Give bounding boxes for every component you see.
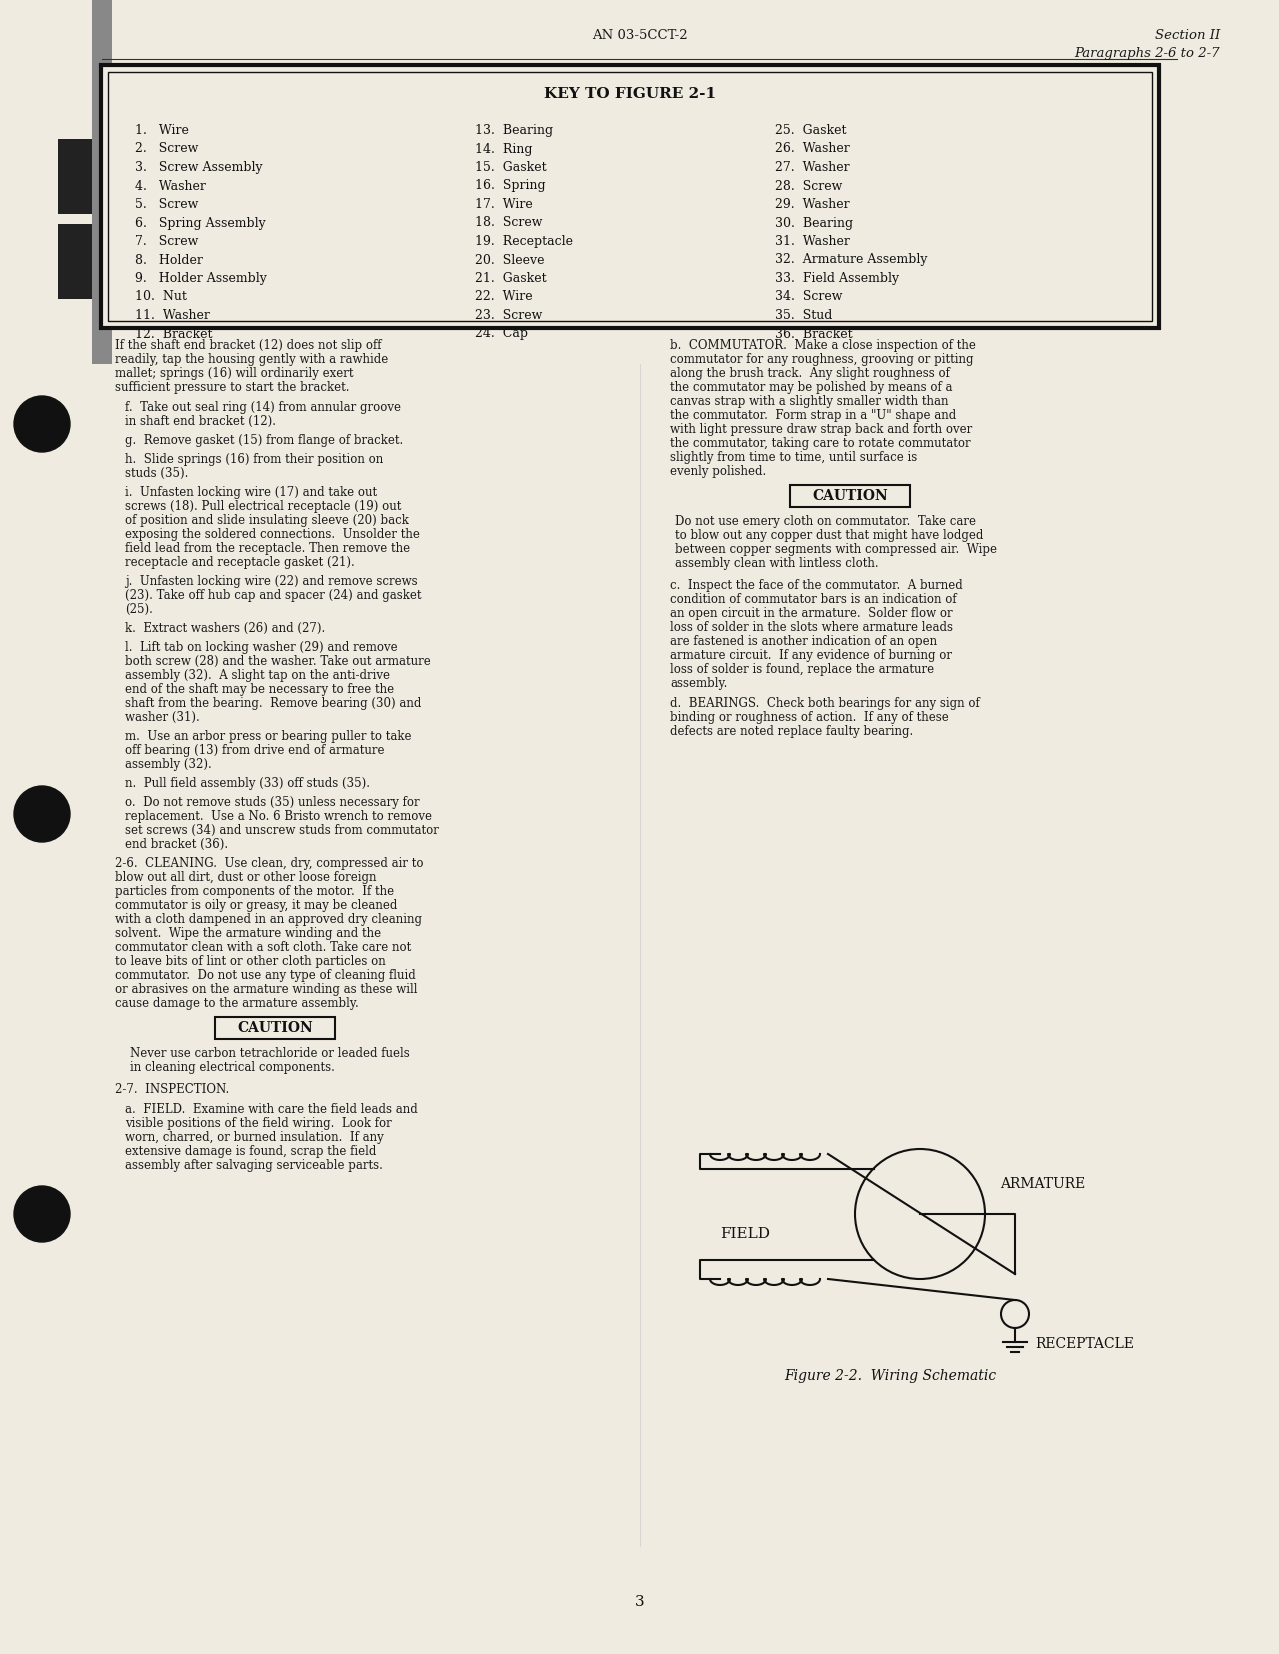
Text: CAUTION: CAUTION — [812, 490, 888, 503]
Text: 12.  Bracket: 12. Bracket — [136, 327, 212, 341]
Text: b.  COMMUTATOR.  Make a close inspection of the: b. COMMUTATOR. Make a close inspection o… — [670, 339, 976, 352]
Text: washer (31).: washer (31). — [125, 711, 200, 724]
Text: 28.  Screw: 28. Screw — [775, 180, 843, 192]
Text: n.  Pull field assembly (33) off studs (35).: n. Pull field assembly (33) off studs (3… — [125, 777, 370, 791]
Text: 19.  Receptacle: 19. Receptacle — [475, 235, 573, 248]
Text: m.  Use an arbor press or bearing puller to take: m. Use an arbor press or bearing puller … — [125, 729, 412, 743]
Text: 17.  Wire: 17. Wire — [475, 198, 533, 212]
Text: assembly (32).  A slight tap on the anti-drive: assembly (32). A slight tap on the anti-… — [125, 668, 390, 681]
Text: commutator is oily or greasy, it may be cleaned: commutator is oily or greasy, it may be … — [115, 900, 398, 911]
Text: AN 03-5CCT-2: AN 03-5CCT-2 — [592, 30, 688, 41]
Text: 23.  Screw: 23. Screw — [475, 309, 542, 323]
Text: canvas strap with a slightly smaller width than: canvas strap with a slightly smaller wid… — [670, 395, 949, 409]
Text: blow out all dirt, dust or other loose foreign: blow out all dirt, dust or other loose f… — [115, 872, 376, 883]
Text: readily, tap the housing gently with a rawhide: readily, tap the housing gently with a r… — [115, 352, 389, 366]
Text: 26.  Washer: 26. Washer — [775, 142, 849, 155]
Text: studs (35).: studs (35). — [125, 466, 188, 480]
Text: assembly clean with lintless cloth.: assembly clean with lintless cloth. — [675, 557, 879, 571]
Text: 2-7.  INSPECTION.: 2-7. INSPECTION. — [115, 1083, 229, 1097]
Text: 9.   Holder Assembly: 9. Holder Assembly — [136, 271, 267, 284]
Text: 36.  Bracket: 36. Bracket — [775, 327, 853, 341]
Text: 6.   Spring Assembly: 6. Spring Assembly — [136, 217, 266, 230]
Bar — [107, 73, 1152, 321]
Text: 14.  Ring: 14. Ring — [475, 142, 532, 155]
Text: 34.  Screw: 34. Screw — [775, 291, 843, 303]
Text: assembly.: assembly. — [670, 676, 728, 690]
Text: 33.  Field Assembly: 33. Field Assembly — [775, 271, 899, 284]
Text: binding or roughness of action.  If any of these: binding or roughness of action. If any o… — [670, 711, 949, 724]
Text: the commutator may be polished by means of a: the commutator may be polished by means … — [670, 380, 953, 394]
Text: end of the shaft may be necessary to free the: end of the shaft may be necessary to fre… — [125, 683, 394, 696]
Bar — [92, 0, 113, 364]
Text: end bracket (36).: end bracket (36). — [125, 839, 228, 852]
Text: visible positions of the field wiring.  Look for: visible positions of the field wiring. L… — [125, 1116, 391, 1130]
Text: assembly after salvaging serviceable parts.: assembly after salvaging serviceable par… — [125, 1159, 382, 1173]
Text: 31.  Washer: 31. Washer — [775, 235, 849, 248]
Text: assembly (32).: assembly (32). — [125, 758, 212, 771]
Text: 1.   Wire: 1. Wire — [136, 124, 189, 137]
Text: Paragraphs 2-6 to 2-7: Paragraphs 2-6 to 2-7 — [1074, 46, 1220, 60]
Text: RECEPTACLE: RECEPTACLE — [1035, 1336, 1134, 1351]
Text: cause damage to the armature assembly.: cause damage to the armature assembly. — [115, 997, 358, 1011]
Text: If the shaft end bracket (12) does not slip off: If the shaft end bracket (12) does not s… — [115, 339, 381, 352]
Text: 18.  Screw: 18. Screw — [475, 217, 542, 230]
Text: Never use carbon tetrachloride or leaded fuels: Never use carbon tetrachloride or leaded… — [130, 1047, 409, 1060]
Text: the commutator.  Form strap in a "U" shape and: the commutator. Form strap in a "U" shap… — [670, 409, 957, 422]
Text: 20.  Sleeve: 20. Sleeve — [475, 253, 545, 266]
Text: 2-6.  CLEANING.  Use clean, dry, compressed air to: 2-6. CLEANING. Use clean, dry, compresse… — [115, 857, 423, 870]
Text: are fastened is another indication of an open: are fastened is another indication of an… — [670, 635, 938, 648]
Text: extensive damage is found, scrap the field: extensive damage is found, scrap the fie… — [125, 1145, 376, 1158]
Text: c.  Inspect the face of the commutator.  A burned: c. Inspect the face of the commutator. A… — [670, 579, 963, 592]
Text: i.  Unfasten locking wire (17) and take out: i. Unfasten locking wire (17) and take o… — [125, 486, 377, 500]
Text: 35.  Stud: 35. Stud — [775, 309, 833, 323]
Text: in shaft end bracket (12).: in shaft end bracket (12). — [125, 415, 276, 428]
Text: FIELD: FIELD — [720, 1227, 770, 1240]
Text: 24.  Cap: 24. Cap — [475, 327, 528, 341]
Text: the commutator, taking care to rotate commutator: the commutator, taking care to rotate co… — [670, 437, 971, 450]
Text: sufficient pressure to start the bracket.: sufficient pressure to start the bracket… — [115, 380, 349, 394]
Text: an open circuit in the armature.  Solder flow or: an open circuit in the armature. Solder … — [670, 607, 953, 620]
Text: 32.  Armature Assembly: 32. Armature Assembly — [775, 253, 927, 266]
Text: slightly from time to time, until surface is: slightly from time to time, until surfac… — [670, 452, 917, 465]
Text: 8.   Holder: 8. Holder — [136, 253, 203, 266]
Text: o.  Do not remove studs (35) unless necessary for: o. Do not remove studs (35) unless neces… — [125, 796, 420, 809]
Text: 21.  Gasket: 21. Gasket — [475, 271, 546, 284]
Text: 5.   Screw: 5. Screw — [136, 198, 198, 212]
Text: in cleaning electrical components.: in cleaning electrical components. — [130, 1060, 335, 1073]
Text: loss of solder in the slots where armature leads: loss of solder in the slots where armatu… — [670, 620, 953, 633]
Text: loss of solder is found, replace the armature: loss of solder is found, replace the arm… — [670, 663, 934, 676]
Text: 27.  Washer: 27. Washer — [775, 160, 849, 174]
Text: (23). Take off hub cap and spacer (24) and gasket: (23). Take off hub cap and spacer (24) a… — [125, 589, 422, 602]
Text: Section II: Section II — [1155, 30, 1220, 41]
Text: between copper segments with compressed air.  Wipe: between copper segments with compressed … — [675, 543, 998, 556]
Text: commutator.  Do not use any type of cleaning fluid: commutator. Do not use any type of clean… — [115, 969, 416, 982]
Text: h.  Slide springs (16) from their position on: h. Slide springs (16) from their positio… — [125, 453, 384, 466]
Text: ARMATURE: ARMATURE — [1000, 1178, 1086, 1191]
Text: CAUTION: CAUTION — [237, 1021, 313, 1035]
Text: (25).: (25). — [125, 604, 153, 615]
Text: l.  Lift tab on locking washer (29) and remove: l. Lift tab on locking washer (29) and r… — [125, 642, 398, 653]
Bar — [58, 223, 113, 299]
Text: 3.   Screw Assembly: 3. Screw Assembly — [136, 160, 262, 174]
Text: evenly polished.: evenly polished. — [670, 465, 766, 478]
Circle shape — [14, 786, 70, 842]
Text: 16.  Spring: 16. Spring — [475, 180, 546, 192]
Text: particles from components of the motor.  If the: particles from components of the motor. … — [115, 885, 394, 898]
Text: receptacle and receptacle gasket (21).: receptacle and receptacle gasket (21). — [125, 556, 354, 569]
Text: 7.   Screw: 7. Screw — [136, 235, 198, 248]
Text: shaft from the bearing.  Remove bearing (30) and: shaft from the bearing. Remove bearing (… — [125, 696, 421, 710]
Text: screws (18). Pull electrical receptacle (19) out: screws (18). Pull electrical receptacle … — [125, 500, 402, 513]
Text: commutator clean with a soft cloth. Take care not: commutator clean with a soft cloth. Take… — [115, 941, 412, 954]
Text: 2.   Screw: 2. Screw — [136, 142, 198, 155]
Text: armature circuit.  If any evidence of burning or: armature circuit. If any evidence of bur… — [670, 648, 952, 662]
Text: along the brush track.  Any slight roughness of: along the brush track. Any slight roughn… — [670, 367, 950, 380]
Circle shape — [14, 1186, 70, 1242]
Text: 10.  Nut: 10. Nut — [136, 291, 187, 303]
Text: set screws (34) and unscrew studs from commutator: set screws (34) and unscrew studs from c… — [125, 824, 439, 837]
Bar — [215, 1017, 335, 1039]
Text: k.  Extract washers (26) and (27).: k. Extract washers (26) and (27). — [125, 622, 325, 635]
Text: replacement.  Use a No. 6 Bristo wrench to remove: replacement. Use a No. 6 Bristo wrench t… — [125, 810, 432, 824]
Text: 25.  Gasket: 25. Gasket — [775, 124, 847, 137]
Text: g.  Remove gasket (15) from flange of bracket.: g. Remove gasket (15) from flange of bra… — [125, 433, 403, 447]
